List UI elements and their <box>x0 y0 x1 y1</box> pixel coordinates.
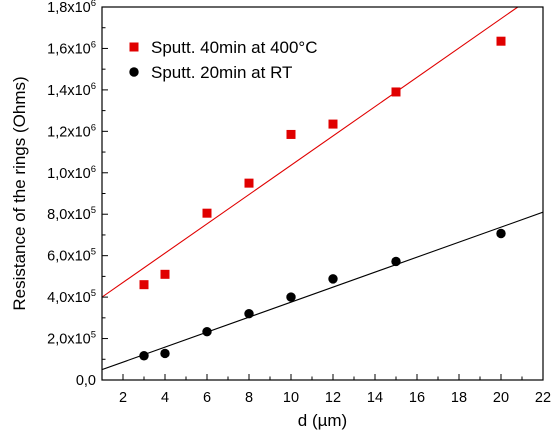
y-tick-label: 1,8x106 <box>47 0 96 16</box>
data-point-circle <box>139 351 149 361</box>
legend: Sputt. 40min at 400°C Sputt. 20min at RT <box>129 38 318 82</box>
x-tick-label: 16 <box>409 390 425 406</box>
x-axis-title: d (µm) <box>298 411 347 430</box>
data-point-square <box>391 87 401 97</box>
y-tick-label: 1,0x106 <box>47 164 96 182</box>
x-tick-label: 18 <box>451 390 467 406</box>
data-point-square <box>160 269 170 279</box>
data-point-circle <box>391 256 401 267</box>
legend-marker-circle <box>129 67 139 77</box>
y-tick-label: 1,2x106 <box>47 122 96 140</box>
y-tick-label: 6,0x105 <box>47 247 96 265</box>
x-tick-label: 6 <box>203 390 211 406</box>
data-point-square <box>139 280 149 290</box>
x-tick-label: 8 <box>245 390 253 406</box>
data-point-circle <box>328 274 338 284</box>
legend-marker-square <box>129 42 139 52</box>
data-markers <box>139 36 506 361</box>
data-point-square <box>496 36 506 46</box>
x-tick-label: 20 <box>493 390 509 406</box>
data-point-square <box>202 208 212 218</box>
data-point-square <box>328 119 338 129</box>
data-point-square <box>286 129 296 139</box>
x-tick-label: 4 <box>161 390 169 406</box>
legend-label: Sputt. 40min at 400°C <box>151 38 318 57</box>
y-tick-label: 1,4x106 <box>47 81 96 99</box>
y-tick-label: 4,0x105 <box>47 288 96 306</box>
data-point-circle <box>244 308 254 319</box>
legend-label: Sputt. 20min at RT <box>151 63 292 82</box>
fit-lines <box>102 7 543 371</box>
x-axis-ticks: 2 4 6 8 10 12 14 16 18 20 22 <box>101 374 551 406</box>
y-tick-label: 0,0 <box>76 373 96 389</box>
x-tick-label: 2 <box>119 390 127 406</box>
y-tick-label: 8,0x105 <box>47 205 96 223</box>
y-tick-label: 1,6x106 <box>47 39 96 57</box>
data-point-circle <box>202 327 212 337</box>
data-point-square <box>244 178 254 188</box>
x-tick-label: 14 <box>367 390 383 406</box>
fit-line <box>102 211 543 371</box>
y-axis-title: Resistance of the rings (Ohms) <box>10 76 29 310</box>
x-tick-label: 22 <box>535 390 551 406</box>
data-point-circle <box>286 292 296 302</box>
fit-line <box>102 7 519 298</box>
x-tick-label: 10 <box>283 390 299 406</box>
data-point-circle <box>496 228 506 239</box>
x-tick-label: 12 <box>325 390 341 406</box>
data-point-circle <box>160 348 170 359</box>
y-tick-label: 2,0x105 <box>47 330 96 348</box>
y-axis-ticks: 0,0 2,0x105 4,0x105 6,0x105 8,0x105 1,0x106 1,… <box>47 0 108 389</box>
